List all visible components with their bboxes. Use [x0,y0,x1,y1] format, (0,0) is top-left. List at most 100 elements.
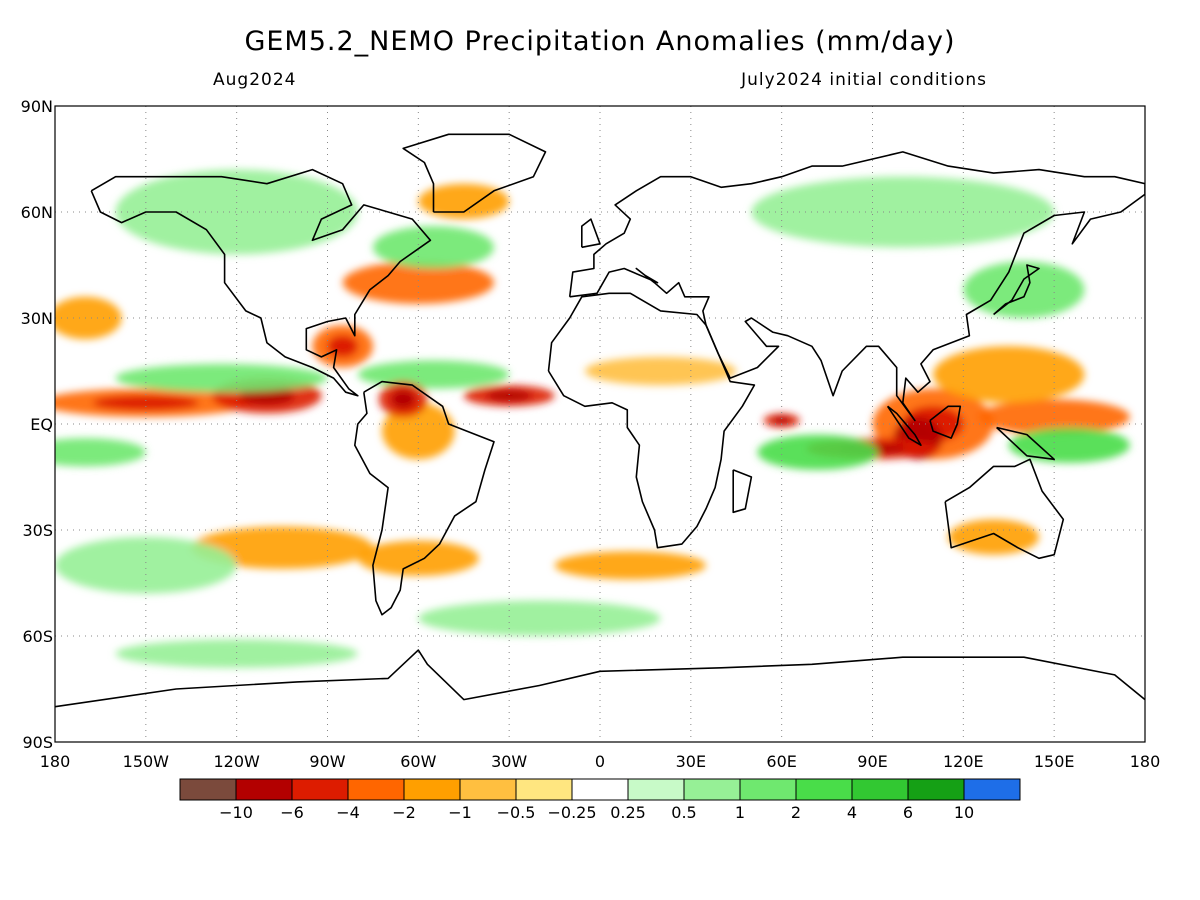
colorbar-swatch [179,778,237,801]
latitude-labels: 90N 60N 30N EQ 30S 60S 90S [21,97,53,752]
anomaly-region [115,169,358,255]
colorbar-label: −10 [219,803,253,822]
colorbar-swatch [235,778,293,801]
lat-label: 30S [22,521,53,540]
coastline [354,380,495,616]
colorbar-swatch [683,778,741,801]
valid-month-label: Aug2024 [213,70,297,90]
lon-label: 180 [1130,752,1161,771]
lat-label: 60N [21,203,53,222]
colorbar-label: −6 [280,803,304,822]
lat-label: EQ [30,415,53,434]
lon-label: 60E [766,752,796,771]
anomaly-region [357,540,479,576]
colorbar-swatch [627,778,685,801]
coastline [993,264,1040,316]
lat-label: 90N [21,97,53,116]
colorbar-label: 4 [847,803,857,822]
anomaly-region [948,519,1040,555]
lon-label: 120W [213,752,260,771]
longitude-labels: 180 150W 120W 90W 60W 30W 0 30E 60E 90E 120E 150E 18… [40,752,1161,771]
anomaly-region [55,537,237,594]
coastline [90,168,432,397]
coastline [929,405,962,439]
anomaly-region [757,434,879,470]
colorbar-labels: −10 −6 −4 −2 −1 −0.5 −0.25 0.25 0.5 1 2 4 6 10 [219,803,974,822]
coastlines [55,133,1145,708]
colorbar-swatch [571,778,629,801]
colorbar-swatch [795,778,853,801]
lon-label: 150W [123,752,170,771]
anomaly-core [772,416,791,425]
anomaly-region [751,176,1055,248]
anomaly-core [486,390,532,402]
colorbar-swatch [963,778,1021,801]
anomaly-region [357,360,510,389]
anomaly-region [372,226,495,269]
colorbar-swatch [907,778,965,801]
colorbar-label: 0.25 [610,803,646,822]
coastline [944,458,1065,560]
anomaly-region [55,296,122,340]
colorbar-swatch [291,778,349,801]
anomaly-region [115,639,358,668]
colorbar-label: 0.5 [671,803,696,822]
lon-label: 90E [857,752,887,771]
anomaly-region [554,551,706,580]
lon-label: 180 [40,752,71,771]
anomaly-region [933,346,1085,403]
anomaly-region [55,438,146,467]
anomaly-fields [55,169,1130,668]
coastline [568,151,1145,422]
anomaly-region [342,261,495,304]
init-conditions-label: July2024 initial conditions [741,70,987,90]
colorbar-label: −0.25 [547,803,596,822]
anomaly-region [382,402,455,460]
anomaly-core [327,335,358,357]
lon-label: 150E [1034,752,1075,771]
anomaly-region [584,356,737,386]
coastline [55,649,1145,708]
anomaly-core [92,395,199,410]
colorbar-swatch [459,778,517,801]
colorbar-label: 2 [791,803,801,822]
colorbar-swatch [851,778,909,801]
lat-label: 90S [22,733,53,752]
coastline [886,405,922,446]
colorbar [179,778,1021,801]
lon-label: 0 [595,752,605,771]
graticule [55,106,1145,742]
coastline [547,292,756,549]
anomaly-region [418,183,510,220]
lat-label: 30N [21,309,53,328]
colorbar-swatch [515,778,573,801]
colorbar-label: 6 [903,803,913,822]
colorbar-label: −0.5 [497,803,536,822]
lon-label: 30W [491,752,527,771]
colorbar-label: −2 [392,803,416,822]
lon-label: 60W [400,752,436,771]
lon-label: 90W [309,752,345,771]
lat-label: 60S [22,627,53,646]
colorbar-swatch [403,778,461,801]
anomaly-region [418,600,661,636]
map-title: GEM5.2_NEMO Precipitation Anomalies (mm/… [244,26,956,57]
anomaly-region [978,399,1130,435]
coastline [732,469,753,514]
map-frame [54,105,1146,743]
colorbar-swatch [347,778,405,801]
coastline [402,133,547,213]
anomaly-core [391,390,416,409]
anomaly-region [191,526,373,569]
colorbar-label: −4 [336,803,360,822]
anomaly-region [1008,427,1130,463]
anomaly-region [963,261,1085,318]
coastline [996,426,1055,461]
colorbar-label: 1 [735,803,745,822]
colorbar-swatch [739,778,797,801]
lon-label: 120E [943,752,984,771]
colorbar-label: −1 [448,803,472,822]
colorbar-label: 10 [954,803,974,822]
lon-label: 30E [676,752,706,771]
